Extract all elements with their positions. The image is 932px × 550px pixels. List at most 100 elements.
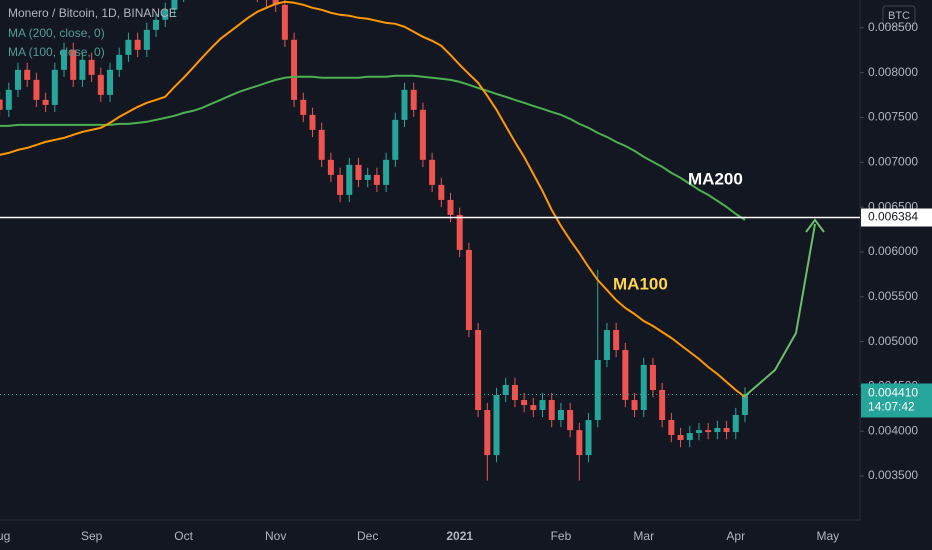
candle-body bbox=[511, 384, 518, 401]
y-tick-label: 0.008000 bbox=[868, 65, 918, 79]
candle-body bbox=[51, 69, 58, 105]
y-tick-label: 0.003500 bbox=[868, 468, 918, 482]
candle-body bbox=[576, 430, 583, 456]
candle-body bbox=[686, 433, 693, 441]
legend-title: Monero / Bitcoin, 1D, BINANCE bbox=[8, 6, 177, 20]
candle-body bbox=[392, 119, 399, 160]
candle-body bbox=[116, 54, 123, 70]
candle-body bbox=[677, 435, 684, 441]
candle-body bbox=[327, 159, 334, 175]
candle-body bbox=[401, 89, 408, 120]
candle-body bbox=[153, 19, 160, 30]
candle-body bbox=[5, 89, 12, 110]
candle-body bbox=[594, 359, 601, 421]
candle-body bbox=[429, 159, 436, 185]
candle-body bbox=[346, 164, 353, 195]
candle-body bbox=[300, 99, 307, 115]
candle-body bbox=[603, 330, 610, 360]
candle-body bbox=[493, 395, 500, 456]
x-tick-label: May bbox=[816, 529, 839, 543]
candle-body bbox=[438, 184, 445, 200]
x-tick-label: 2021 bbox=[446, 529, 473, 543]
x-tick-label: Nov bbox=[265, 529, 286, 543]
candle-body bbox=[521, 400, 528, 406]
candle-body bbox=[484, 409, 491, 456]
candle-body bbox=[125, 39, 132, 55]
candle-body bbox=[97, 74, 104, 95]
candle-body bbox=[143, 29, 150, 50]
y-tick-label: 0.005500 bbox=[868, 289, 918, 303]
x-tick-label: Dec bbox=[357, 529, 378, 543]
candle-body bbox=[24, 69, 31, 80]
candle-body bbox=[355, 164, 362, 180]
plot-area bbox=[0, 0, 748, 481]
ma-line bbox=[0, 74, 746, 221]
candle-body bbox=[695, 430, 702, 434]
level-label: 0.006384 bbox=[868, 210, 918, 224]
candle-body bbox=[567, 409, 574, 431]
level-label-box bbox=[861, 208, 932, 227]
candle-body bbox=[631, 400, 638, 410]
candle-body bbox=[171, 0, 178, 10]
candle-body bbox=[281, 4, 288, 40]
candle-body bbox=[502, 384, 509, 396]
candle-body bbox=[640, 364, 647, 410]
y-tick-label: 0.005000 bbox=[868, 334, 918, 348]
candle-body bbox=[162, 9, 169, 20]
candle-body bbox=[364, 174, 371, 180]
candle-body bbox=[291, 39, 298, 100]
candle-body bbox=[649, 364, 656, 390]
countdown-label: 14:07:42 bbox=[868, 400, 915, 414]
candle-body bbox=[318, 129, 325, 160]
currency-box[interactable] bbox=[882, 5, 916, 27]
candle-body bbox=[585, 420, 592, 456]
currency-label[interactable]: BTC bbox=[888, 10, 910, 22]
x-tick-label: Apr bbox=[726, 529, 745, 543]
candle-body bbox=[272, 0, 279, 5]
candle-body bbox=[0, 99, 3, 110]
candle-body bbox=[383, 159, 390, 185]
candle-body bbox=[79, 59, 86, 80]
candle-body bbox=[33, 79, 40, 100]
candle-body bbox=[42, 99, 49, 105]
candle-body bbox=[622, 350, 629, 401]
candle-body bbox=[107, 69, 114, 95]
candle-body bbox=[705, 430, 712, 433]
candle-body bbox=[447, 199, 454, 215]
annotation: MA100 bbox=[613, 274, 668, 293]
x-tick-label: Aug bbox=[0, 529, 10, 543]
candle-body bbox=[557, 409, 564, 421]
candle-body bbox=[419, 109, 426, 160]
candle-body bbox=[530, 405, 537, 410]
candle-body bbox=[548, 400, 555, 421]
candle-body bbox=[456, 214, 463, 250]
candle-body bbox=[475, 330, 482, 410]
x-tick-label: Feb bbox=[551, 529, 572, 543]
last-price-box bbox=[861, 383, 932, 418]
y-tick-label: 0.007500 bbox=[868, 110, 918, 124]
ma-line bbox=[0, 0, 746, 398]
candle-body bbox=[539, 400, 546, 410]
x-tick-label: Sep bbox=[81, 529, 103, 543]
candle-body bbox=[88, 59, 95, 75]
candle-body bbox=[337, 174, 344, 195]
candle-body bbox=[714, 428, 721, 433]
x-tick-label: Oct bbox=[174, 529, 193, 543]
annotation: MA200 bbox=[688, 169, 743, 188]
candle-body bbox=[659, 390, 666, 421]
projection-arrow bbox=[744, 218, 825, 397]
candle-body bbox=[723, 428, 730, 433]
x-tick-label: Mar bbox=[633, 529, 654, 543]
legend-entry: MA (200, close, 0) bbox=[8, 26, 105, 40]
candle-body bbox=[134, 39, 141, 50]
candle-body bbox=[741, 394, 748, 416]
y-tick-label: 0.008500 bbox=[868, 20, 918, 34]
candle-body bbox=[613, 330, 620, 351]
y-tick-label: 0.006000 bbox=[868, 244, 918, 258]
candle-body bbox=[309, 114, 316, 130]
candle-body bbox=[668, 420, 675, 436]
candle-body bbox=[70, 49, 77, 80]
candle-body bbox=[410, 89, 417, 110]
candle-body bbox=[15, 69, 22, 90]
